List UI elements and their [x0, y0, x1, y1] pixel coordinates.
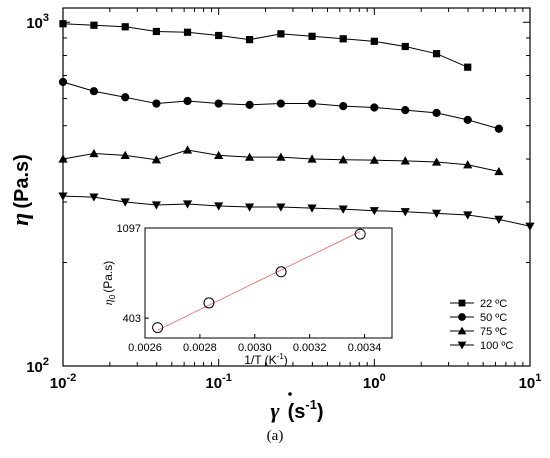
data-point — [183, 97, 191, 105]
data-point — [59, 78, 67, 86]
legend-item: 50 ºC — [450, 312, 507, 324]
inset-y-tick-label: 403 — [123, 313, 141, 325]
legend-item: 22 ºC — [450, 298, 507, 310]
data-point — [153, 28, 160, 35]
data-point — [464, 64, 471, 71]
data-point — [184, 29, 191, 36]
series-line — [63, 196, 530, 226]
data-point — [59, 20, 66, 27]
x-tick-label: 100 — [363, 372, 386, 392]
data-point — [246, 36, 253, 43]
data-point — [432, 109, 440, 117]
data-point — [401, 106, 409, 114]
main-series-group — [58, 20, 534, 231]
x-tick-label: 10-2 — [50, 372, 76, 392]
data-point — [495, 125, 503, 133]
data-point — [90, 87, 98, 95]
figure-caption: (a) — [0, 428, 550, 445]
data-point — [371, 38, 378, 45]
legend-item: 75 ºC — [450, 326, 507, 338]
inset-x-tick-label: 0.0032 — [293, 342, 327, 354]
series-3 — [58, 145, 503, 175]
data-point — [245, 203, 254, 211]
data-point — [215, 99, 223, 107]
legend-marker — [459, 300, 466, 307]
data-point — [215, 32, 222, 39]
data-point — [402, 43, 409, 50]
gamma-dot — [288, 392, 292, 396]
data-point — [370, 103, 378, 111]
inset-y-axis-title: η0(Pa.s) — [101, 261, 117, 305]
inset-x-tick-label: 0.0028 — [183, 342, 217, 354]
data-point — [152, 99, 160, 107]
data-point — [525, 223, 534, 231]
svg-text:η(Pa.s): η(Pa.s) — [8, 154, 34, 226]
data-point — [245, 101, 253, 109]
svg-text:γ(s-1): γ (s-1) — [270, 397, 323, 423]
y-tick-label: 103 — [26, 12, 49, 32]
data-point — [277, 99, 285, 107]
data-point — [464, 116, 472, 124]
inset-y-tick-label: 1097 — [117, 223, 141, 235]
main-x-tick-labels: 10-2 10-1 100 101 — [50, 372, 542, 392]
data-point — [89, 149, 98, 157]
inset-frame — [145, 228, 392, 338]
series-2 — [59, 78, 503, 133]
legend-marker — [458, 313, 466, 321]
series-1 — [59, 20, 471, 71]
data-point — [122, 23, 129, 30]
legend-label: 75 ºC — [480, 326, 507, 338]
inset-x-axis-title: 1/T (K-1) — [244, 352, 288, 367]
legend-label: 100 ºC — [480, 340, 513, 352]
y-tick-label: 102 — [26, 356, 49, 376]
inset-x-tick-label: 0.0026 — [128, 342, 162, 354]
svg-text:1/T (K-1): 1/T (K-1) — [244, 352, 288, 367]
legend-label: 50 ºC — [480, 312, 507, 324]
inset-y-tick-labels: 403 1097 — [117, 223, 141, 325]
data-point — [339, 102, 347, 110]
inset-x-tick-label: 0.0034 — [348, 342, 382, 354]
data-point — [152, 201, 161, 209]
data-point — [90, 22, 97, 29]
data-point — [433, 50, 440, 57]
data-point — [308, 99, 316, 107]
legend: 22 ºC 50 ºC 75 ºC 100 ºC — [450, 298, 513, 352]
data-point — [277, 30, 284, 37]
legend-item: 100 ºC — [450, 340, 513, 352]
x-tick-label: 10-1 — [205, 372, 231, 392]
x-tick-label: 101 — [519, 372, 542, 392]
svg-text:η0(Pa.s): η0(Pa.s) — [101, 261, 117, 305]
data-point — [308, 33, 315, 40]
main-y-axis-title: η(Pa.s) — [8, 154, 34, 226]
data-point — [340, 35, 347, 42]
legend-label: 22 ºC — [480, 298, 507, 310]
data-point — [183, 145, 192, 153]
data-point — [121, 93, 129, 101]
main-x-axis-title: γ (s-1) — [270, 392, 323, 423]
